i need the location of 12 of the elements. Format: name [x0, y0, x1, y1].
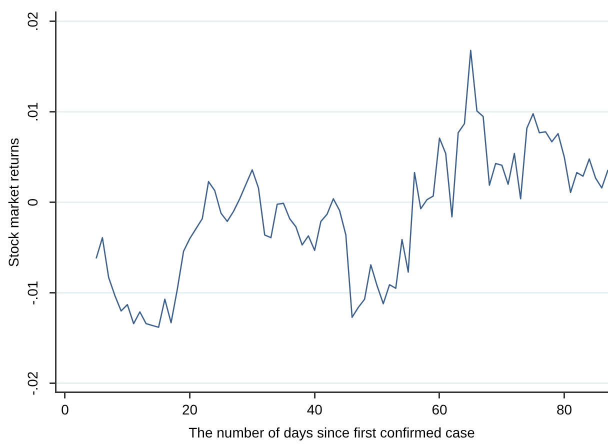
y-tick-label: -.01 — [24, 280, 40, 305]
y-tick-label: .01 — [24, 102, 40, 122]
x-axis-title: The number of days since first confirmed case — [188, 424, 476, 440]
y-tick-label: -.02 — [24, 371, 40, 396]
y-tick-label: .02 — [24, 12, 40, 32]
x-tick-label: 20 — [182, 402, 198, 418]
x-tick-label: 80 — [556, 402, 572, 418]
x-tick-label: 60 — [432, 402, 448, 418]
y-tick-label: 0 — [24, 198, 40, 206]
y-axis-title: Stock market returns — [5, 138, 22, 267]
x-tick-label: 0 — [61, 402, 70, 418]
x-tick-label: 40 — [306, 402, 323, 418]
